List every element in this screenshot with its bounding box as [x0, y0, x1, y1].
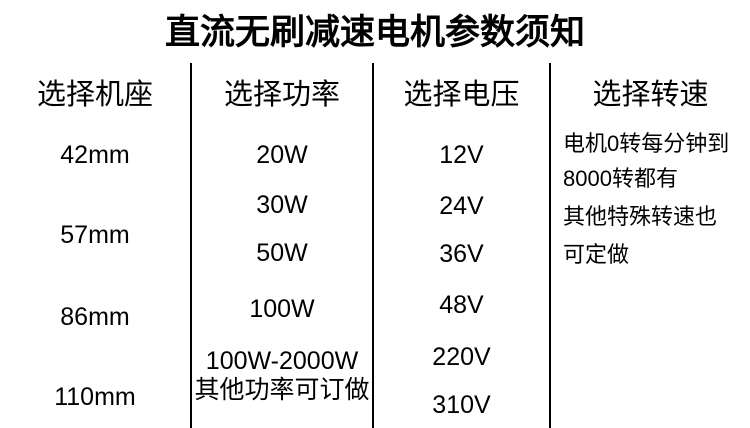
frame-size-option-42mm: 42mm: [60, 141, 130, 169]
voltage-option-24v: 24V: [439, 192, 484, 220]
power-option-30w: 30W: [256, 191, 308, 219]
column-header-frame-size: 选择机座: [36, 79, 153, 111]
power-option-20w: 20W: [256, 141, 308, 169]
column-divider-1: [190, 63, 192, 428]
column-divider-3: [549, 63, 551, 428]
speed-note-line-4: 可定做: [563, 242, 630, 267]
voltage-option-36v: 36V: [439, 240, 484, 268]
column-header-voltage: 选择电压: [403, 79, 520, 111]
column-divider-2: [372, 63, 374, 428]
power-custom-note: 其他功率可订做: [194, 376, 370, 404]
speed-note-line-2: 8000转都有: [563, 166, 678, 191]
speed-note-line-1: 电机0转每分钟到: [563, 131, 730, 156]
voltage-option-12v: 12V: [439, 141, 484, 169]
page-title: 直流无刷减速电机参数须知: [164, 13, 585, 52]
frame-size-option-110mm: 110mm: [54, 383, 136, 411]
power-option-100w: 100W: [249, 295, 315, 323]
voltage-option-220v: 220V: [432, 343, 491, 371]
voltage-option-48v: 48V: [439, 291, 484, 319]
speed-note-line-3: 其他特殊转速也: [563, 204, 718, 229]
voltage-option-310v: 310V: [432, 391, 491, 419]
column-header-speed: 选择转速: [592, 79, 709, 111]
column-header-power: 选择功率: [223, 79, 340, 111]
power-option-50w: 50W: [256, 239, 308, 267]
frame-size-option-86mm: 86mm: [60, 303, 130, 331]
power-option-custom-range: 100W-2000W: [205, 347, 359, 375]
frame-size-option-57mm: 57mm: [60, 221, 130, 249]
